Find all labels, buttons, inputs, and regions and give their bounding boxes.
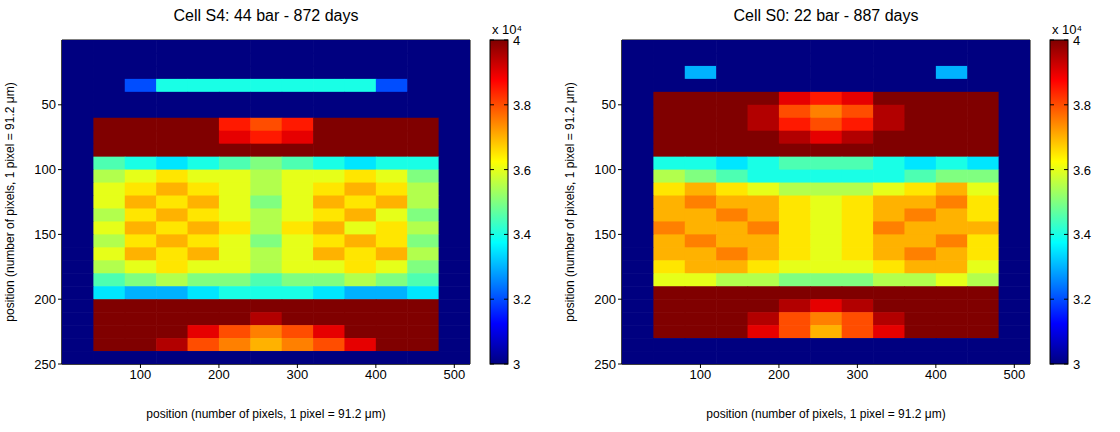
svg-text:200: 200 [208, 367, 230, 382]
svg-text:400: 400 [365, 367, 387, 382]
svg-text:100: 100 [690, 367, 712, 382]
svg-text:3: 3 [1073, 357, 1080, 372]
svg-text:300: 300 [847, 367, 869, 382]
svg-text:400: 400 [925, 367, 947, 382]
svg-text:3.4: 3.4 [513, 227, 531, 242]
svg-text:position (number of pixels, 1: position (number of pixels, 1 pixel = 91… [146, 407, 385, 421]
svg-text:250: 250 [594, 357, 616, 372]
svg-text:500: 500 [443, 367, 465, 382]
svg-text:200: 200 [768, 367, 790, 382]
html-text:Cell S0: 22 bar - 887 days: Cell S0: 22 bar - 887 days [733, 7, 919, 24]
svg-text:100: 100 [34, 162, 56, 177]
svg-text:4: 4 [513, 33, 520, 48]
svg-text:position (number of pixels, 1: position (number of pixels, 1 pixel = 91… [3, 82, 17, 321]
svg-text:3.2: 3.2 [513, 292, 531, 307]
svg-text:150: 150 [34, 227, 56, 242]
svg-text:3.8: 3.8 [513, 98, 531, 113]
svg-text:200: 200 [594, 292, 616, 307]
svg-text:50: 50 [42, 97, 56, 112]
svg-text:3.6: 3.6 [1073, 163, 1091, 178]
svg-text:x 10⁴: x 10⁴ [1052, 22, 1082, 37]
svg-text:100: 100 [130, 367, 152, 382]
svg-text:50: 50 [602, 97, 616, 112]
svg-text:position (number of pixels, 1: position (number of pixels, 1 pixel = 91… [563, 82, 577, 321]
svg-text:200: 200 [34, 292, 56, 307]
svg-text:3: 3 [513, 357, 520, 372]
svg-text:3.8: 3.8 [1073, 98, 1091, 113]
svg-text:3.2: 3.2 [1073, 292, 1091, 307]
svg-text:250: 250 [34, 357, 56, 372]
svg-text:300: 300 [287, 367, 309, 382]
svg-text:position (number of pixels, 1: position (number of pixels, 1 pixel = 91… [706, 407, 945, 421]
html-text:Cell S4: 44 bar - 872 days: Cell S4: 44 bar - 872 days [173, 7, 359, 24]
svg-text:100: 100 [594, 162, 616, 177]
svg-text:4: 4 [1073, 33, 1080, 48]
svg-text:3.6: 3.6 [513, 163, 531, 178]
svg-text:150: 150 [594, 227, 616, 242]
svg-text:3.4: 3.4 [1073, 227, 1091, 242]
svg-text:x 10⁴: x 10⁴ [492, 22, 522, 37]
svg-text:500: 500 [1003, 367, 1025, 382]
